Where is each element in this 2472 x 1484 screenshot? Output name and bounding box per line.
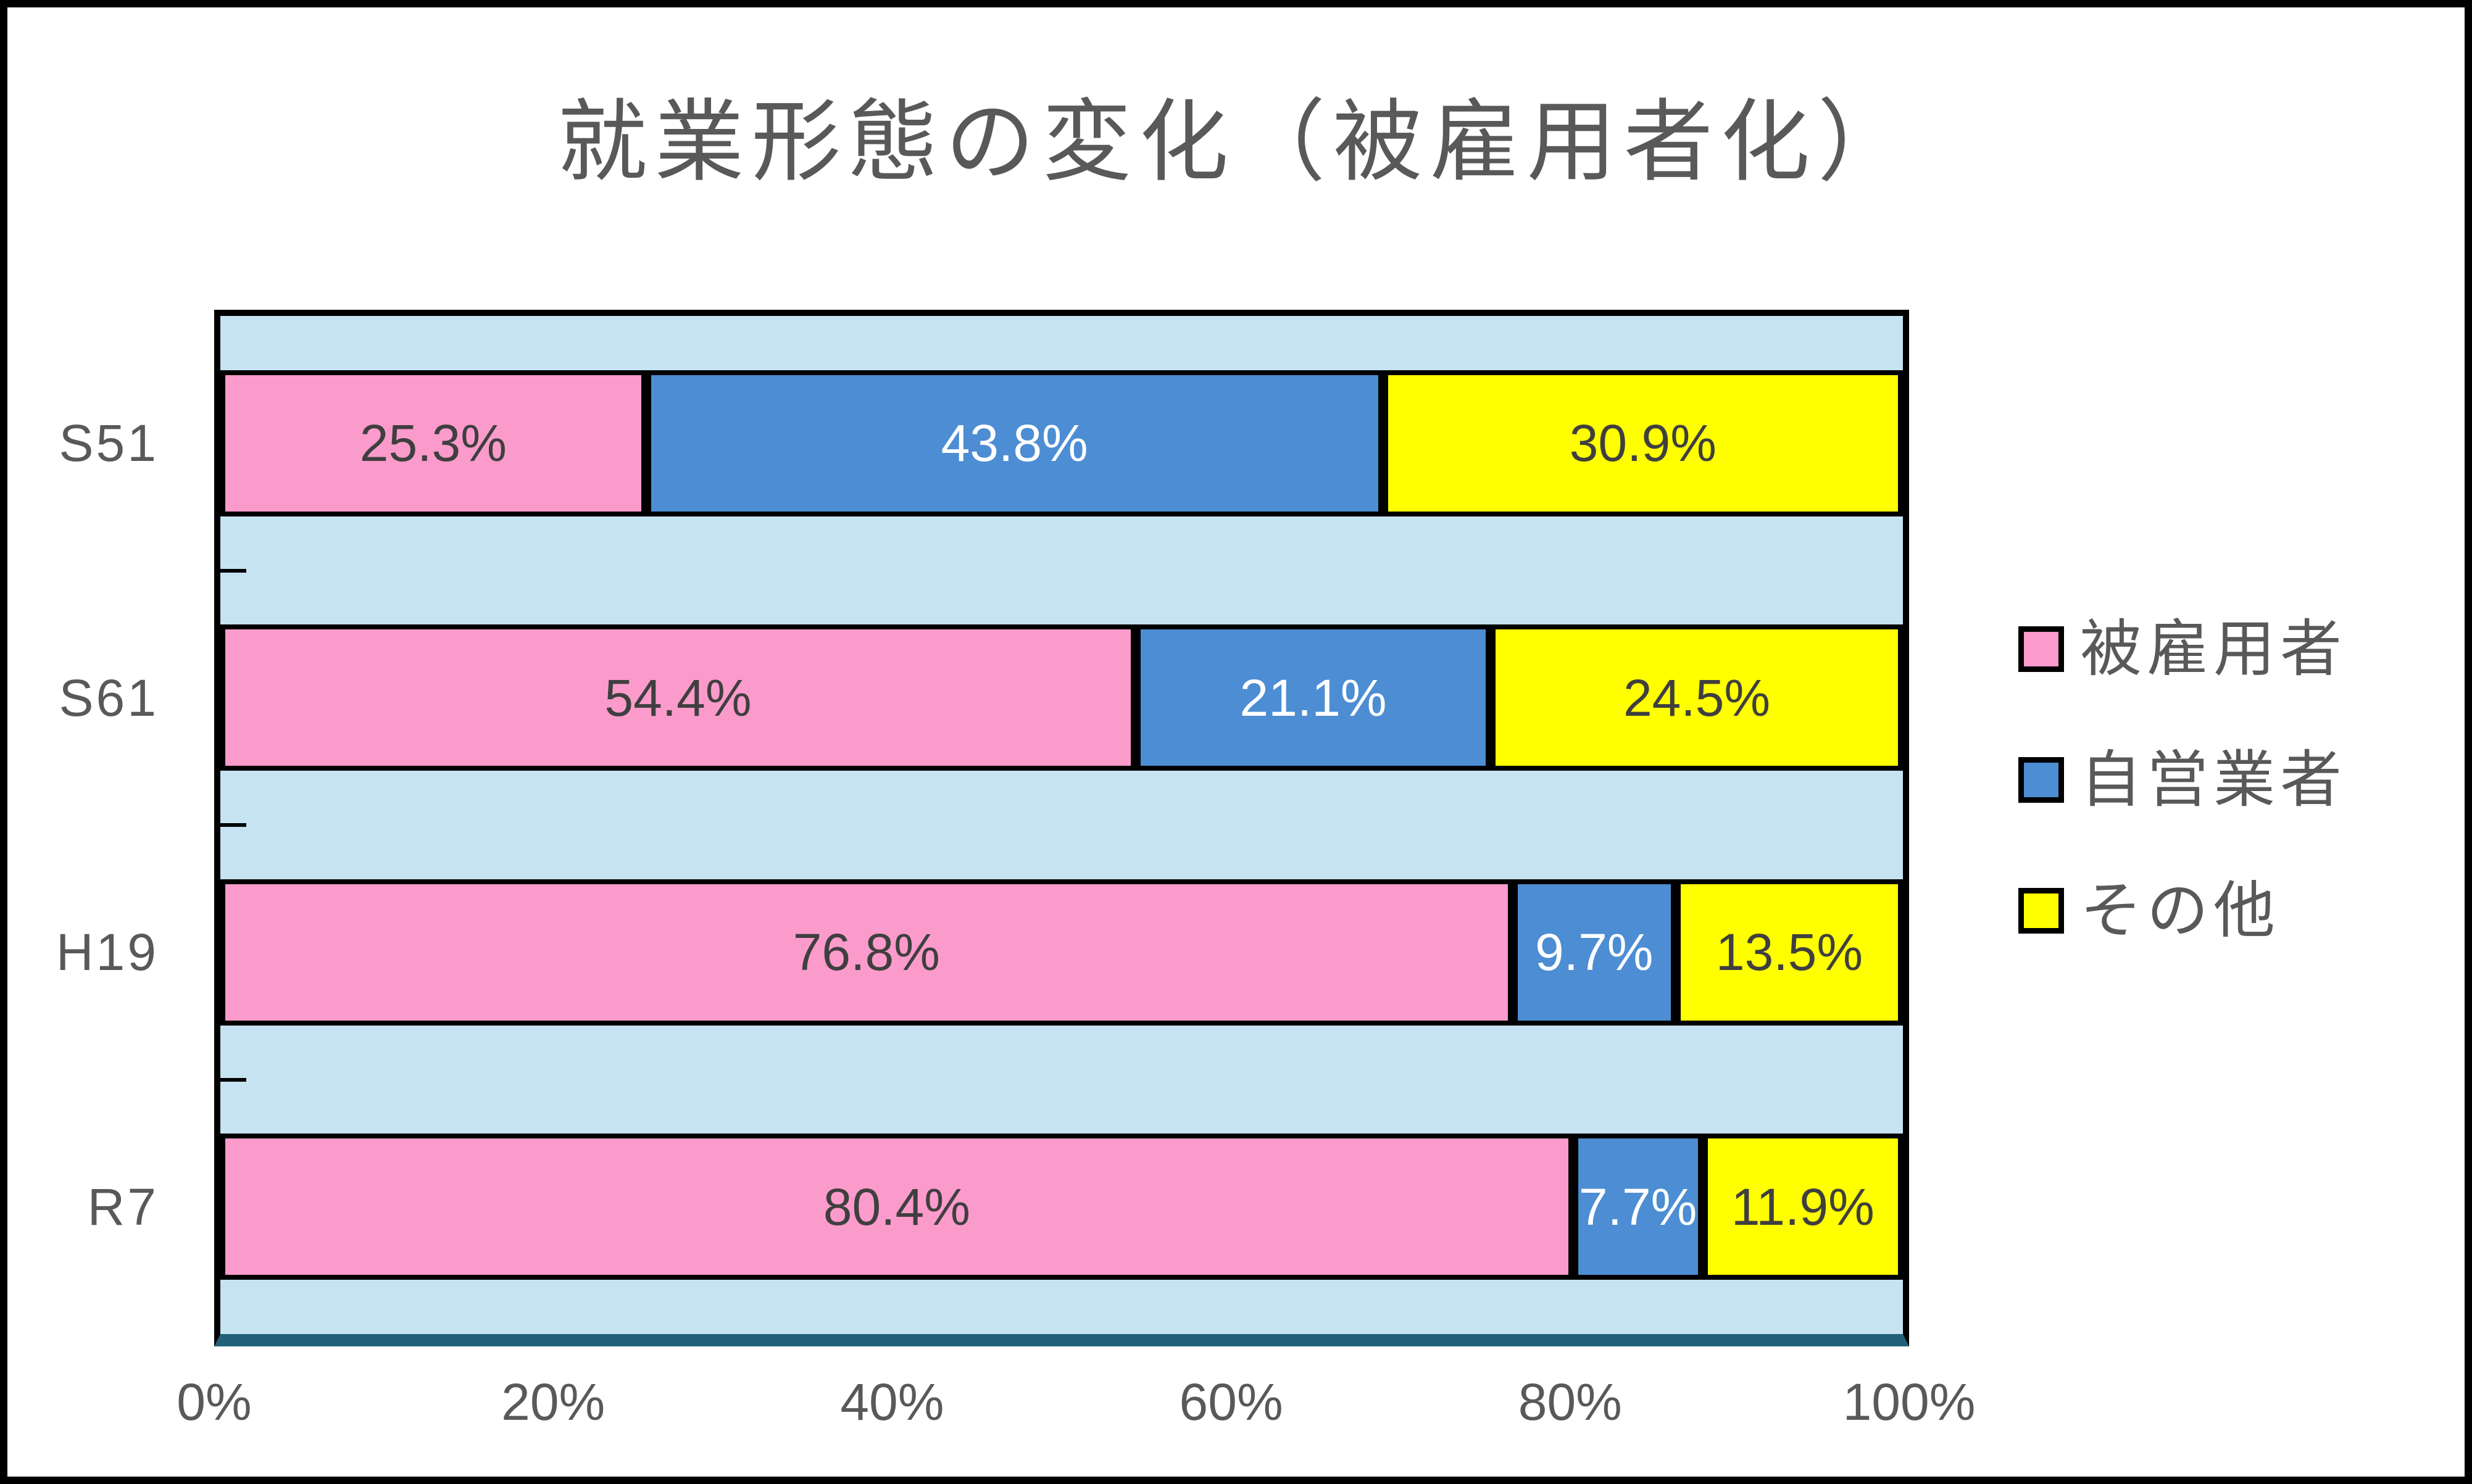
legend-item-other: その他 [2018,880,2347,942]
stacked-bar-S61: 54.4% 21.1% 24.5% [220,624,1903,771]
value-label: 13.5% [1715,923,1863,982]
value-label: 80.4% [823,1177,970,1236]
stacked-bar-H19: 76.8% 9.7% 13.5% [220,879,1903,1026]
legend-item-self-employed: 自営業者 [2018,749,2347,811]
bar-segment: 80.4% [220,1134,1573,1280]
value-label: 43.8% [941,414,1088,473]
x-axis-label: 0% [177,1373,252,1431]
legend-label: 被雇用者 [2080,615,2347,684]
x-axis-label: 80% [1518,1373,1622,1431]
value-label: 24.5% [1623,668,1771,727]
value-label: 21.1% [1239,668,1387,727]
value-label: 25.3% [359,414,507,473]
category-tick-mark [220,1077,246,1082]
bar-segment: 11.9% [1702,1134,1903,1280]
plot-area: 25.3% 43.8% 30.9% 54.4% 21.1% 24.5% 76.8% 9.7% 1… [214,310,1909,1346]
bar-segment: 25.3% [220,370,646,516]
value-label: 54.4% [604,668,752,727]
bar-segment: 13.5% [1675,879,1903,1026]
legend-swatch-self-employed [2018,757,2064,803]
bars: 25.3% 43.8% 30.9% 54.4% 21.1% 24.5% 76.8% 9.7% 1… [220,316,1903,1334]
value-label: 30.9% [1569,414,1717,473]
value-label: 9.7% [1535,923,1654,982]
category-label: S51 [59,414,159,473]
bar-segment: 43.8% [646,370,1383,516]
bar-segment: 54.4% [220,624,1136,771]
x-axis: 0% 20% 40% 60% 80% 100% [177,1373,1975,1444]
y-axis: S51 S61 H19 R7 [7,316,159,1334]
category-slot-H19: 76.8% 9.7% 13.5% [220,825,1903,1080]
chart-title: 就業形態の変化（被雇用者化） [557,92,1915,192]
legend-label: 自営業者 [2080,745,2347,815]
value-label: 7.7% [1578,1177,1697,1236]
bar-segment: 21.1% [1135,624,1491,771]
x-axis-label: 60% [1179,1373,1283,1431]
category-label: H19 [56,923,159,982]
value-label: 11.9% [1731,1177,1875,1236]
stacked-bar-S51: 25.3% 43.8% 30.9% [220,370,1903,516]
legend-label: その他 [2080,876,2280,945]
x-axis-label: 40% [840,1373,944,1431]
x-axis-label: 100% [1842,1373,1976,1431]
category-tick-mark [220,823,246,827]
bar-segment: 76.8% [220,879,1513,1026]
bar-segment: 7.7% [1573,1134,1703,1280]
x-axis-label: 20% [501,1373,606,1431]
legend: 被雇用者 自営業者 その他 [2018,618,2347,942]
value-label: 76.8% [793,923,940,982]
bar-segment: 30.9% [1383,370,1903,516]
category-slot-R7: 80.4% 7.7% 11.9% [220,1080,1903,1335]
bar-segment: 24.5% [1491,624,1903,771]
legend-swatch-other [2018,888,2064,934]
legend-swatch-employees [2018,626,2064,672]
category-slot-S61: 54.4% 21.1% 24.5% [220,571,1903,826]
bar-segment: 9.7% [1512,879,1676,1026]
category-label: S61 [59,668,159,727]
category-slot-S51: 25.3% 43.8% 30.9% [220,316,1903,571]
stacked-bar-R7: 80.4% 7.7% 11.9% [220,1134,1903,1280]
category-label: R7 [87,1177,159,1236]
category-tick-mark [220,568,246,573]
legend-item-employees: 被雇用者 [2018,618,2347,680]
